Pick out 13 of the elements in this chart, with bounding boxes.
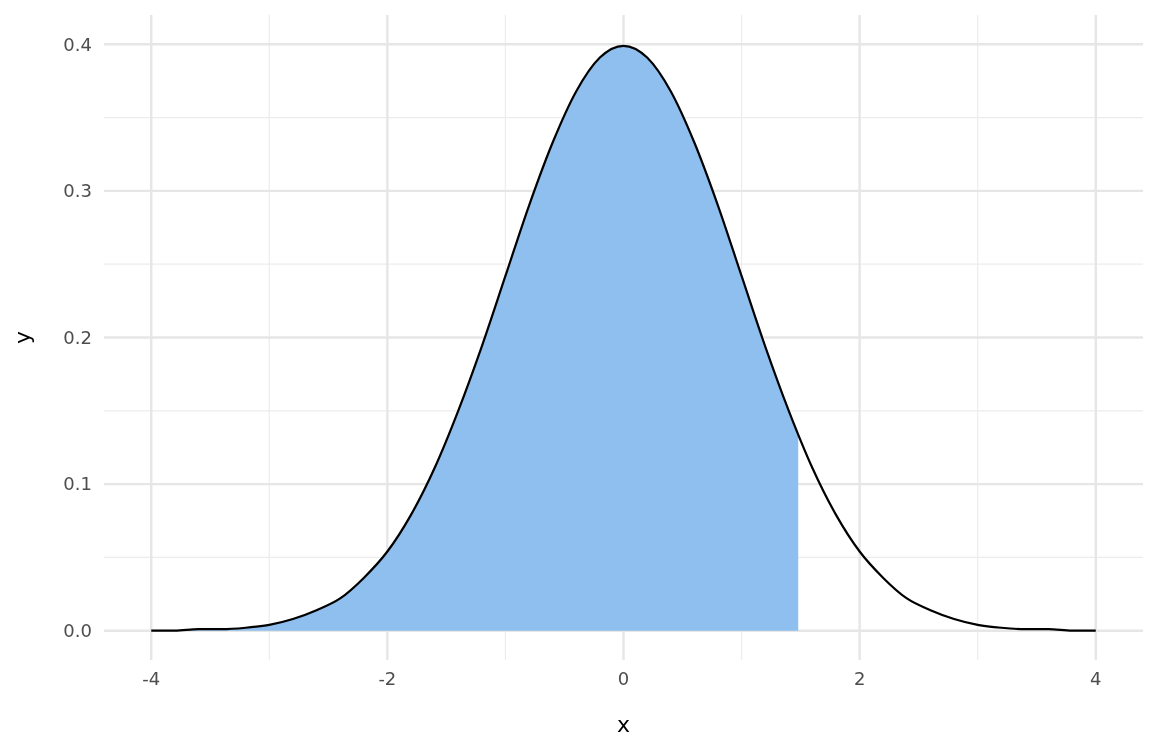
x-axis-title: x bbox=[616, 712, 631, 737]
x-tick-label: -2 bbox=[378, 667, 397, 689]
y-tick-label: 0.1 bbox=[63, 473, 92, 495]
x-tick-label: 0 bbox=[617, 667, 630, 689]
line-series bbox=[150, 44, 1097, 632]
x-tick-label: 4 bbox=[1090, 667, 1102, 689]
x-tick-label: 2 bbox=[853, 667, 866, 689]
y-tick-label: 0.0 bbox=[63, 620, 92, 642]
y-tick-label: 0.4 bbox=[63, 33, 92, 55]
y-tick-label: 0.2 bbox=[63, 326, 92, 348]
x-tick-label: -4 bbox=[142, 667, 161, 689]
y-axis-title: y bbox=[9, 330, 35, 345]
y-tick-label: 0.3 bbox=[63, 180, 92, 202]
